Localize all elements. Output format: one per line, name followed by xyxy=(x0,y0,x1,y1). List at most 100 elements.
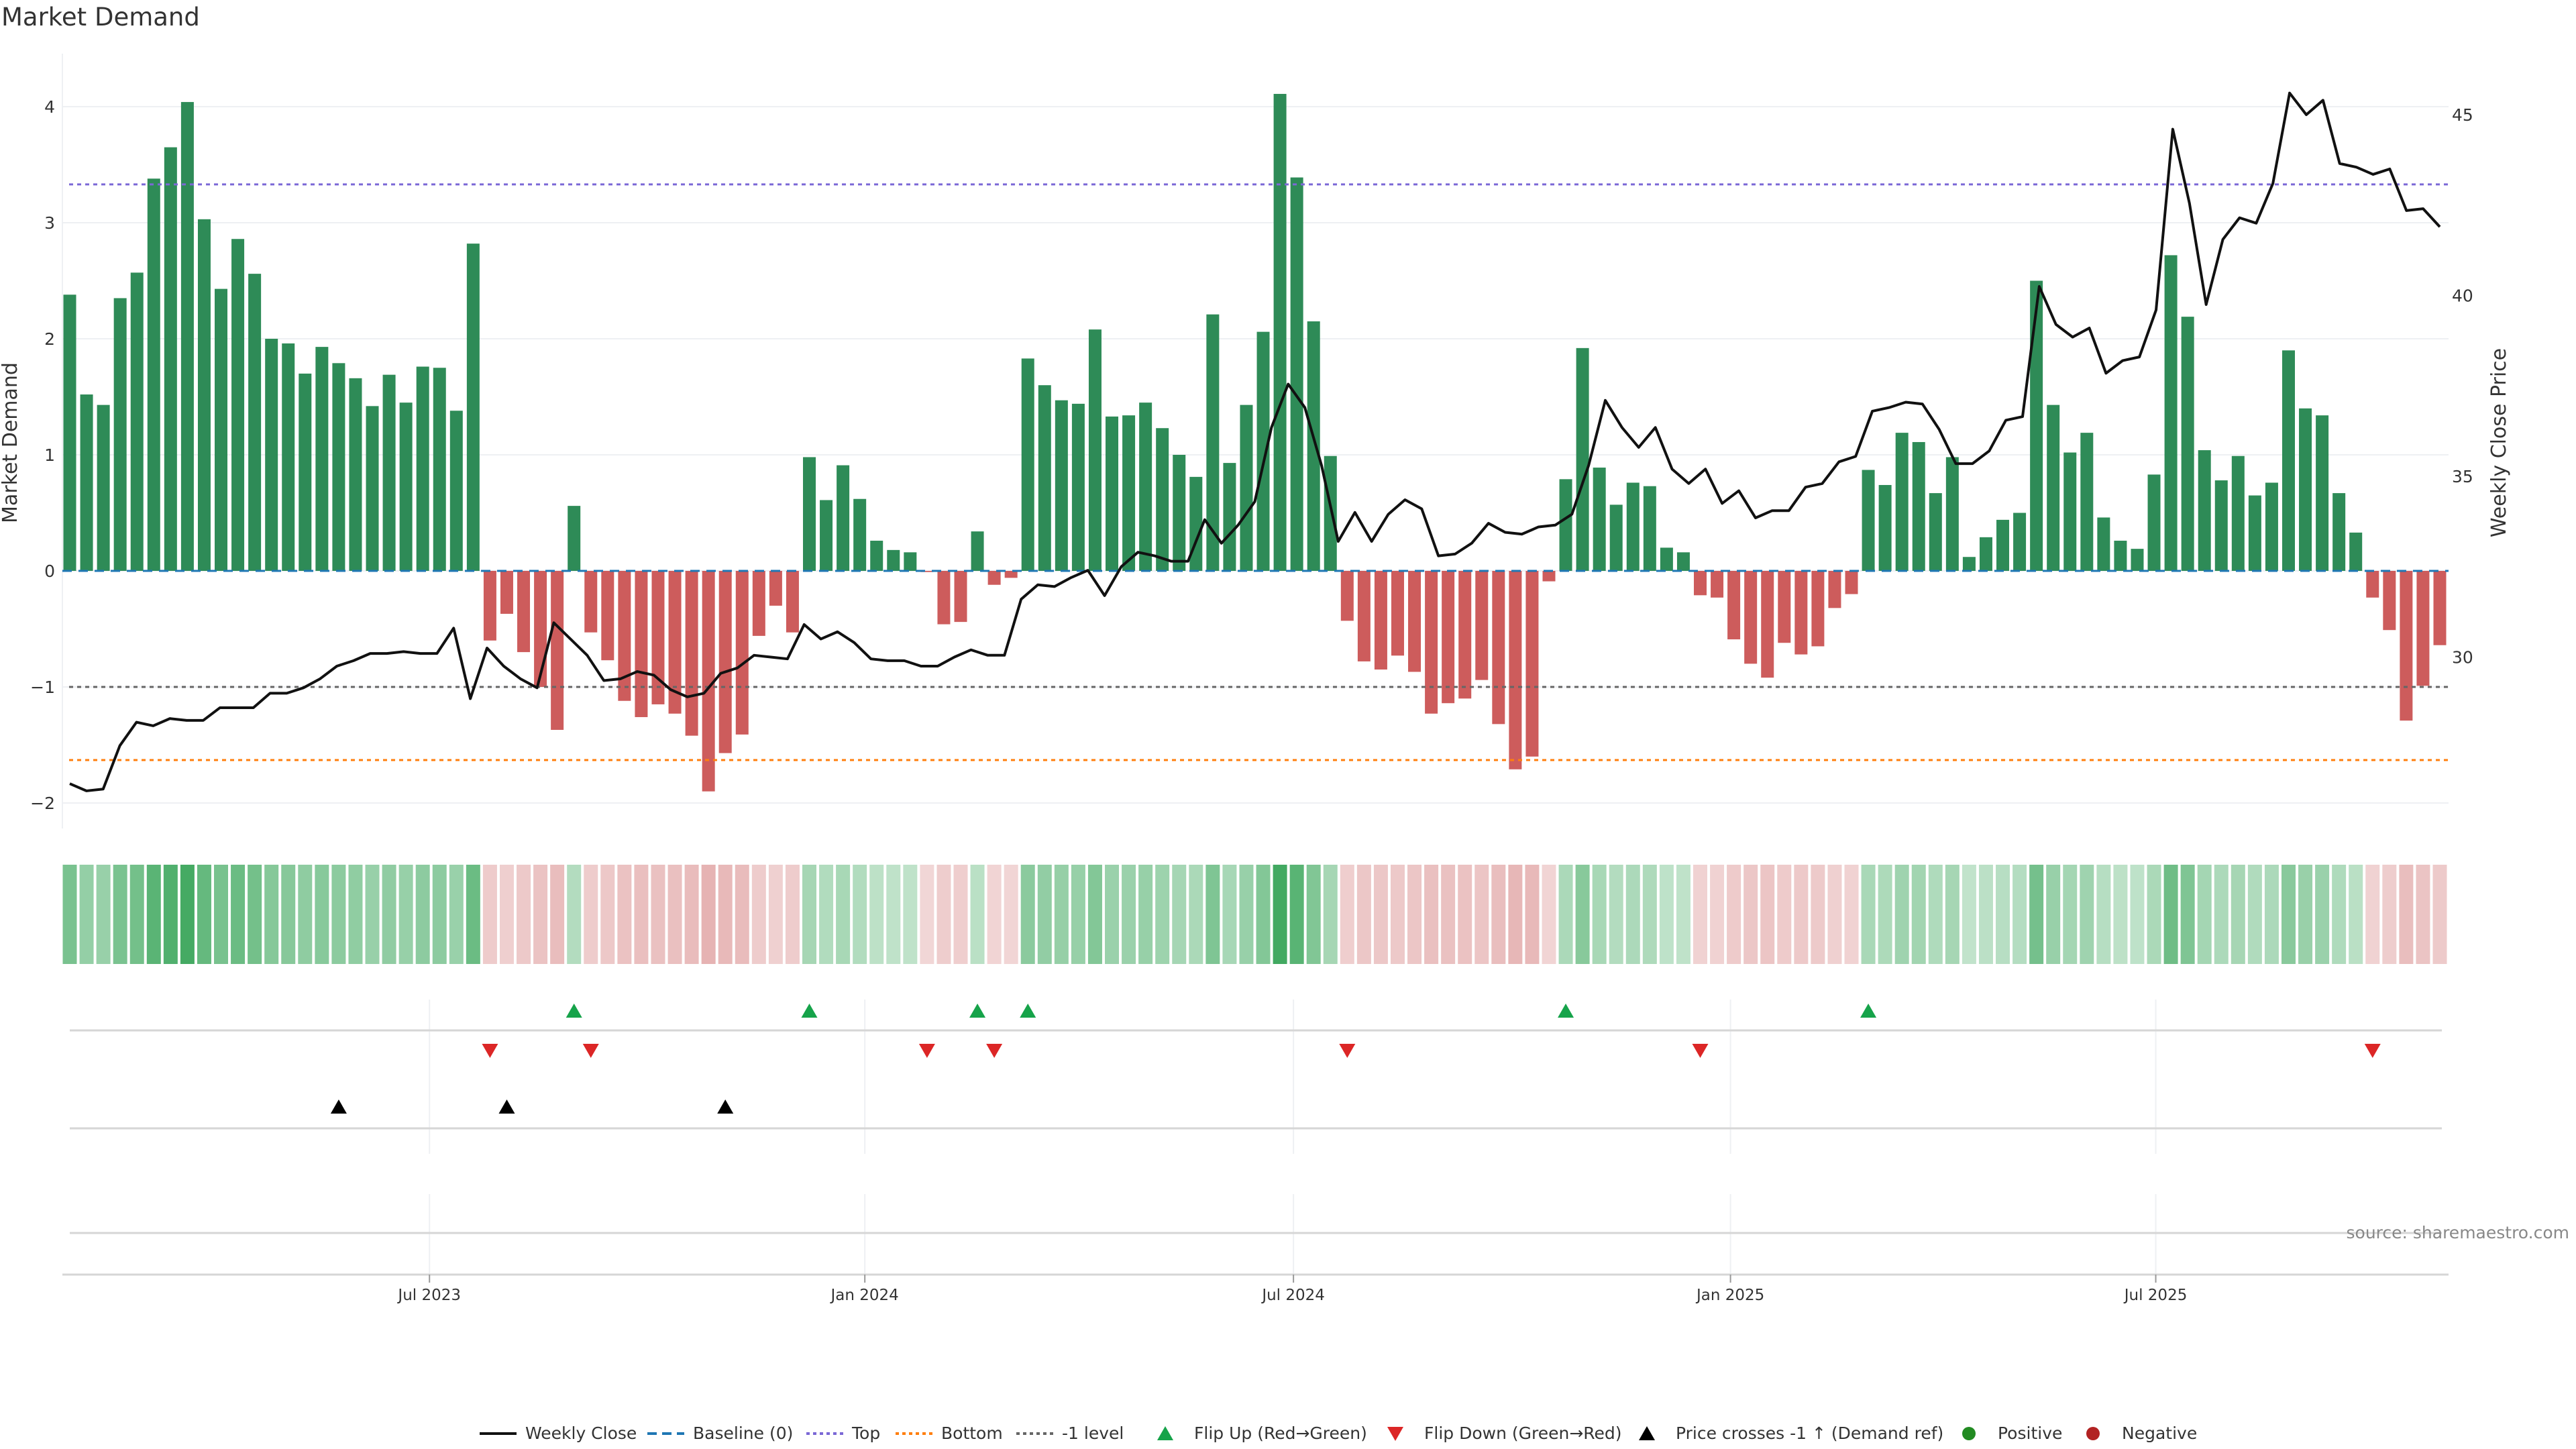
positive-bar xyxy=(1962,557,1976,571)
positive-bar xyxy=(2198,450,2211,571)
positive-bar xyxy=(1307,321,1320,571)
negative-bar xyxy=(786,571,799,633)
demand-heat-cell xyxy=(264,865,279,964)
demand-heat-cell xyxy=(936,865,951,964)
demand-heat-cell xyxy=(2298,865,2313,964)
price-cross-marker xyxy=(330,1099,347,1114)
positive-bar xyxy=(1106,416,1119,571)
demand-heat-cell xyxy=(953,865,968,964)
demand-heat-cell xyxy=(1558,865,1573,964)
demand-heat-cell xyxy=(1205,865,1220,964)
negative-bar xyxy=(1509,571,1522,769)
positive-bar xyxy=(1071,403,1085,571)
demand-heat-cell xyxy=(1122,865,1136,964)
negative-bar xyxy=(1004,571,1018,578)
x-tick-label: Jan 2025 xyxy=(1695,1287,1764,1304)
demand-heat-cell xyxy=(315,865,329,964)
demand-heat-cell xyxy=(1323,865,1338,964)
negative-bar xyxy=(2366,571,2379,598)
positive-bar xyxy=(1609,504,1623,571)
positive-bar xyxy=(2316,415,2329,571)
positive-bar xyxy=(197,219,211,571)
demand-heat-cell xyxy=(2096,865,2111,964)
positive-bar xyxy=(1676,552,1690,571)
demand-heat-cell xyxy=(517,865,531,964)
demand-heat-cell xyxy=(1794,865,1809,964)
demand-heat-cell xyxy=(1811,865,1825,964)
demand-heat-cell xyxy=(1390,865,1405,964)
positive-bar xyxy=(2214,480,2228,571)
demand-heat-cell xyxy=(2130,865,2145,964)
demand-heat-cell xyxy=(2315,865,2330,964)
negative-bar xyxy=(1794,571,1808,655)
demand-heat-cell xyxy=(651,865,665,964)
demand-heat-cell xyxy=(1071,865,1085,964)
y-tick-label: −1 xyxy=(30,678,55,697)
demand-heat-cell xyxy=(1373,865,1388,964)
positive-bar xyxy=(366,406,379,571)
demand-heat-cell xyxy=(146,865,161,964)
positive-bar xyxy=(433,368,446,571)
demand-heat-cell xyxy=(1138,865,1153,964)
demand-heat-cell xyxy=(970,865,985,964)
demand-heat-cell xyxy=(667,865,682,964)
negative-bar xyxy=(685,571,698,736)
x-tick-label: Jul 2023 xyxy=(396,1287,461,1304)
negative-bar xyxy=(1761,571,1774,678)
legend-label: Baseline (0) xyxy=(693,1424,793,1443)
demand-heat-cell xyxy=(1861,865,1876,964)
positive-bar xyxy=(180,102,194,571)
negative-bar xyxy=(1442,571,1455,704)
negative-bar xyxy=(1391,571,1404,656)
y-tick-label: 1 xyxy=(44,445,55,465)
demand-heat-cell xyxy=(684,865,699,964)
positive-bar xyxy=(1021,358,1034,571)
positive-bar xyxy=(2248,495,2261,571)
negative-bar xyxy=(1475,571,1489,680)
demand-heat-cell xyxy=(197,865,211,964)
positive-bar xyxy=(2231,455,2245,571)
legend-triangle-up-icon xyxy=(1639,1426,1655,1440)
positive-bar xyxy=(1122,415,1136,571)
demand-heat-cell xyxy=(1407,865,1422,964)
positive-bar xyxy=(853,498,867,571)
demand-heat-cell xyxy=(432,865,447,964)
demand-heat-cell xyxy=(2349,865,2363,964)
demand-heat-cell xyxy=(1020,865,1035,964)
negative-bar xyxy=(1425,571,1438,714)
negative-bar xyxy=(651,571,665,704)
positive-bar xyxy=(2282,350,2295,571)
legend-label: Weekly Close xyxy=(525,1424,637,1443)
demand-heat-cell xyxy=(1155,865,1170,964)
demand-heat-cell xyxy=(1659,865,1674,964)
negative-bar xyxy=(1811,571,1825,647)
y-tick-label: 3 xyxy=(44,213,55,233)
positive-bar xyxy=(1324,455,1337,571)
demand-heat-cell xyxy=(2113,865,2128,964)
demand-heat-cell xyxy=(2012,865,2027,964)
negative-bar xyxy=(1711,571,1724,598)
legend-label: Positive xyxy=(1998,1424,2062,1443)
flip-up-marker xyxy=(801,1004,818,1018)
y2-tick-label: 35 xyxy=(2452,467,2473,486)
negative-bar xyxy=(718,571,732,753)
demand-heat-cell xyxy=(1693,865,1708,964)
demand-heat-cell xyxy=(1878,865,1892,964)
positive-bar xyxy=(2013,513,2027,571)
positive-bar xyxy=(2047,405,2060,571)
demand-heat-cell xyxy=(987,865,1002,964)
negative-bar xyxy=(483,571,496,641)
demand-heat-cell xyxy=(1441,865,1456,964)
positive-bar xyxy=(1206,314,1220,571)
demand-heat-cell xyxy=(482,865,497,964)
demand-heat-cell xyxy=(701,865,716,964)
demand-heat-cell xyxy=(214,865,229,964)
positive-bar xyxy=(282,343,295,571)
demand-heat-cell xyxy=(2432,865,2447,964)
demand-heat-cell xyxy=(2180,865,2195,964)
legend-label: Flip Up (Red→Green) xyxy=(1194,1424,1367,1443)
demand-heat-cell xyxy=(802,865,816,964)
demand-heat-cell xyxy=(617,865,632,964)
demand-heat-cell xyxy=(2147,865,2161,964)
positive-bar xyxy=(215,288,228,571)
